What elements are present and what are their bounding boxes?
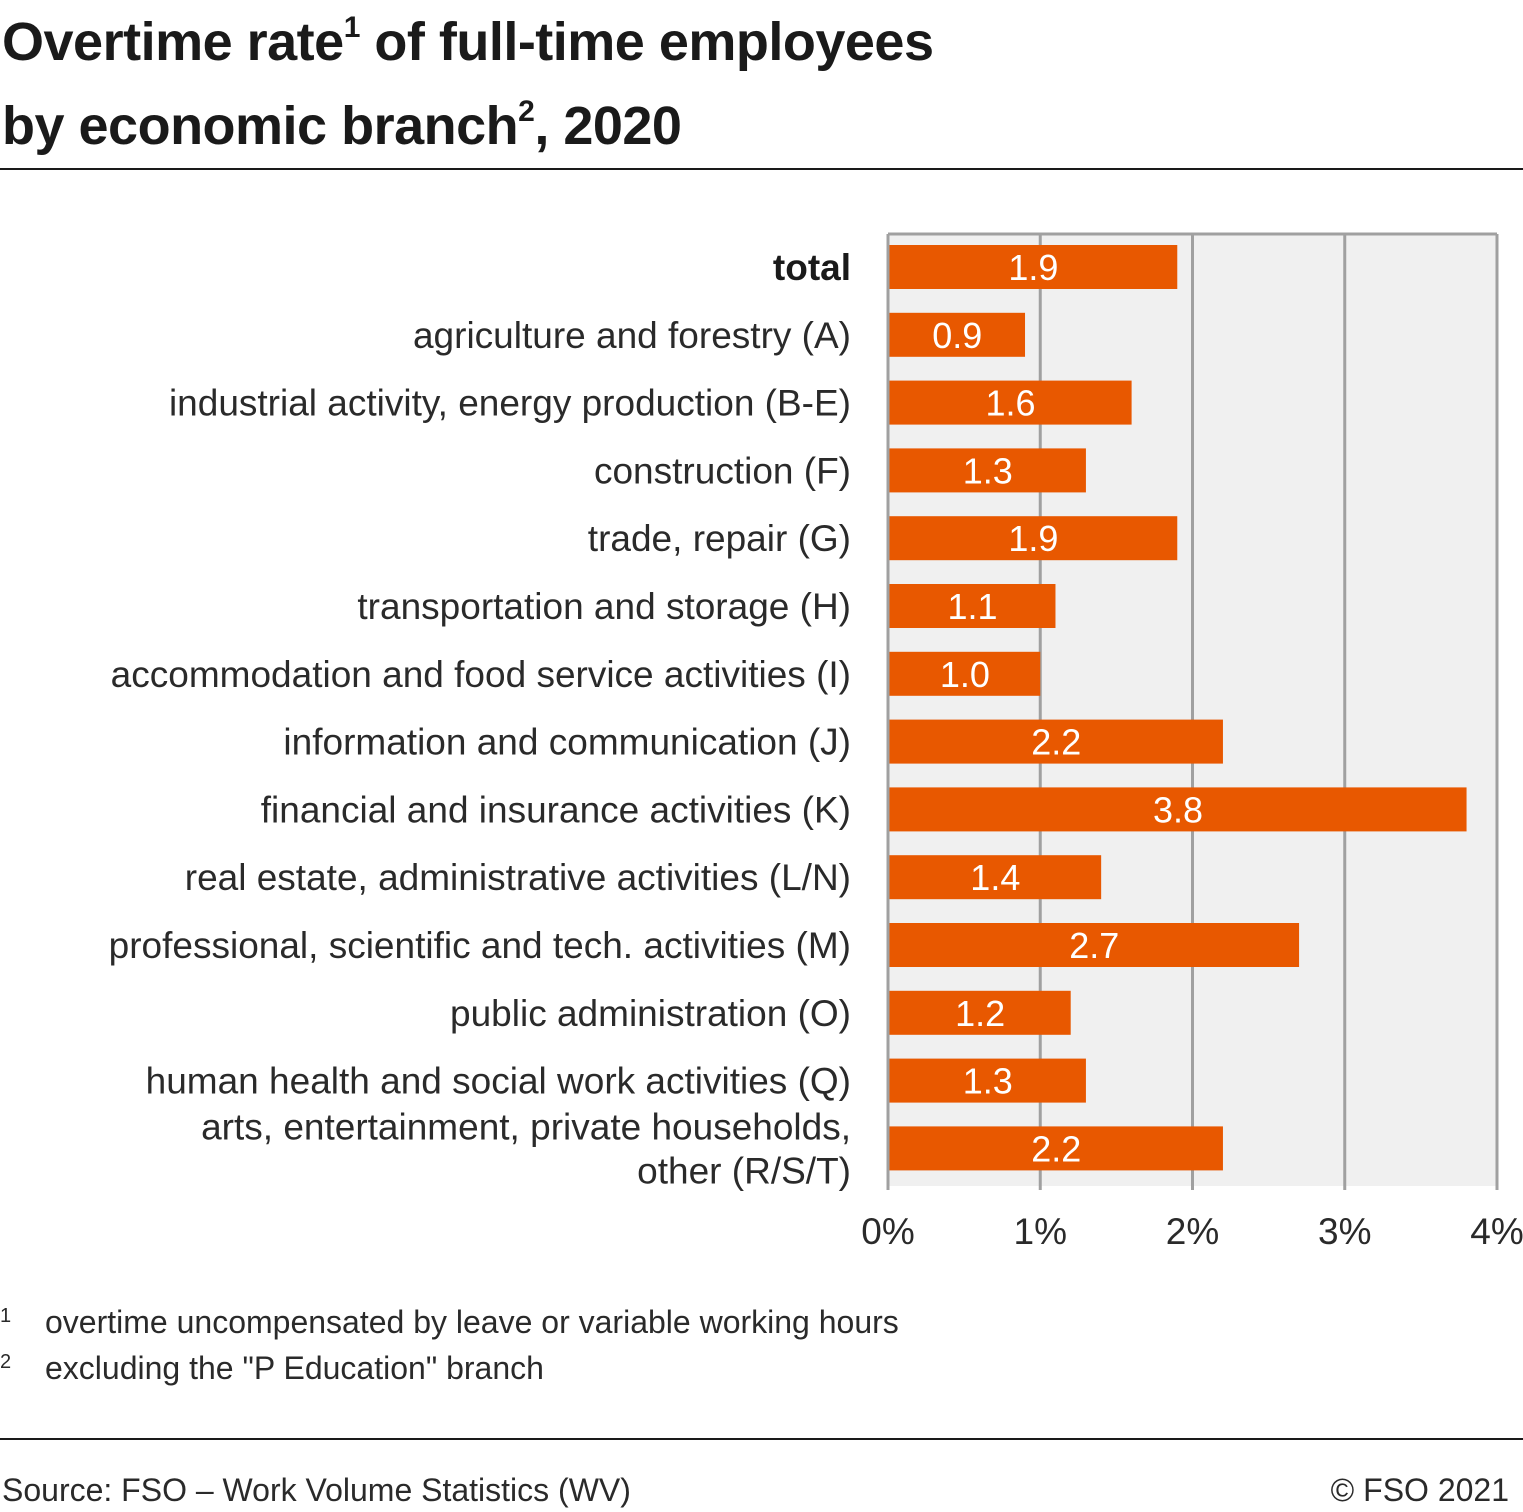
category-label: total [773, 247, 851, 288]
bar [889, 584, 1056, 628]
title-line-2: by economic branch2, 2020 [2, 84, 1302, 168]
category-labels: total agriculture and forestry (A) industr… [109, 247, 851, 1191]
bar-value-label: 3.8 [1153, 789, 1203, 830]
bar [889, 855, 1102, 900]
footnote-text: overtime uncompensated by leave or varia… [45, 1304, 899, 1340]
category-label: professional, scientific and tech. activ… [109, 925, 851, 966]
x-tick-label: 3% [1318, 1211, 1371, 1252]
category-label: information and communication (J) [283, 722, 851, 763]
bar-value-label: 1.1 [947, 586, 997, 627]
bar [889, 787, 1467, 832]
title-text-4: , 2020 [534, 96, 682, 156]
footnote-mark: 1 [0, 1305, 12, 1327]
bar [889, 312, 1026, 357]
x-tick-label: 0% [861, 1211, 914, 1252]
category-label: human health and social work activities … [146, 1061, 851, 1102]
bars: 1.9 0.91.6 1.3 1.9 1.1 1.0 2.2 3.8 1.4 2.7 1.2 1.3 2… [889, 245, 1467, 1171]
bar [889, 1058, 1086, 1103]
category-label: real estate, administrative activities (… [185, 857, 851, 898]
title-text-3: by economic branch [2, 96, 519, 156]
category-label: financial and insurance activities (K) [261, 789, 851, 830]
bar-value-label: 1.9 [1008, 247, 1058, 288]
title-text-2: of full-time employees [359, 12, 934, 72]
bar-value-label: 1.0 [940, 654, 990, 695]
bar-value-label: 1.4 [970, 857, 1020, 898]
title-footnote-mark-1: 1 [343, 11, 361, 44]
category-label: transportation and storage (H) [357, 586, 851, 627]
copyright-note: © FSO 2021 [1330, 1472, 1509, 1508]
category-label: trade, repair (G) [588, 518, 851, 559]
bar [889, 516, 1178, 561]
bar [889, 719, 1223, 764]
bar [889, 990, 1071, 1035]
title-divider [0, 168, 1523, 170]
x-axis-ticks: 0% 1% 2% 3% 4% [861, 1211, 1523, 1252]
footnote-text: excluding the "P Education" branch [45, 1350, 544, 1386]
title-footnote-mark-2: 2 [518, 95, 535, 128]
bar [889, 380, 1132, 425]
category-label: agriculture and forestry (A) [413, 315, 851, 356]
bar-value-label: 1.2 [955, 993, 1005, 1034]
bar-value-label: 2.2 [1031, 722, 1081, 763]
bar-value-label: 1.3 [963, 450, 1013, 491]
bar-value-label: 1.9 [1008, 518, 1058, 559]
category-label: construction (F) [594, 450, 851, 491]
bar [889, 1126, 1223, 1171]
source-note: Source: FSO – Work Volume Statistics (WV… [2, 1472, 631, 1508]
bar-value-label: 1.3 [963, 1061, 1013, 1102]
chart-title: Overtime rate1 of full-time employees by… [2, 0, 1302, 168]
category-label: accommodation and food service activitie… [111, 654, 851, 695]
title-line-1: Overtime rate1 of full-time employees [2, 0, 1302, 84]
bar-value-label: 1.6 [986, 383, 1036, 424]
bar-value-label: 2.2 [1031, 1128, 1081, 1169]
bar [889, 923, 1300, 967]
category-label: arts, entertainment, private households,… [201, 1106, 851, 1191]
bar-chart: 1.9 0.91.6 1.3 1.9 1.1 1.0 2.2 3.8 1.4 2.7 1.2 1.3 2… [109, 232, 1523, 1252]
bar [889, 245, 1178, 289]
bar [889, 448, 1086, 493]
bar-value-label: 2.7 [1069, 925, 1119, 966]
x-tick-label: 4% [1470, 1211, 1523, 1252]
bar-value-label: 0.9 [932, 315, 982, 356]
footnote-mark: 2 [0, 1351, 12, 1373]
footer-divider [0, 1438, 1523, 1440]
title-text-1: Overtime rate [2, 12, 344, 72]
category-label: industrial activity, energy production (… [169, 383, 851, 424]
x-tick-label: 2% [1166, 1211, 1219, 1252]
bar [889, 651, 1041, 696]
category-label: public administration (O) [450, 993, 851, 1034]
x-tick-label: 1% [1014, 1211, 1067, 1252]
